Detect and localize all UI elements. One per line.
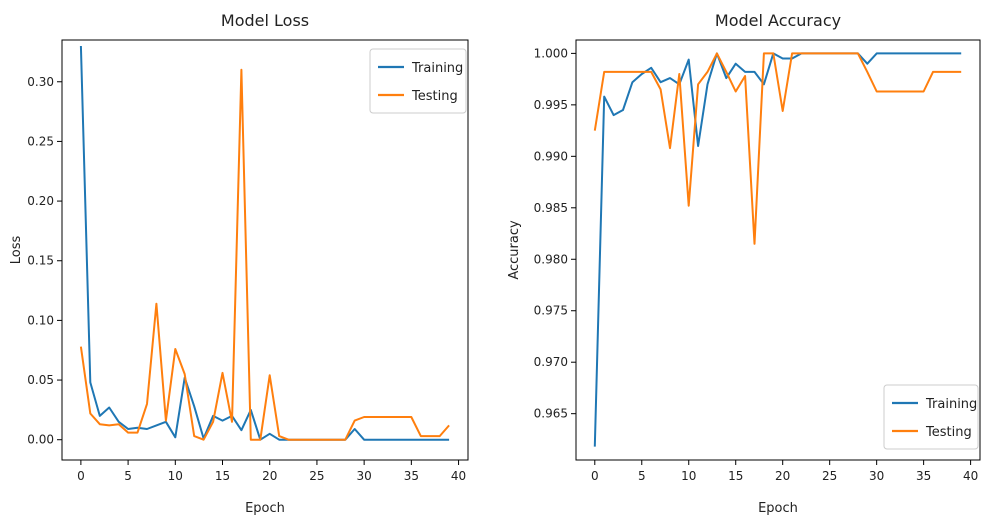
legend-label-testing: Testing [925, 425, 972, 440]
y-axis-label: Loss [9, 236, 24, 265]
y-axis-label: Accuracy [507, 220, 522, 280]
x-tick-label: 0 [77, 469, 85, 483]
x-tick-label: 35 [404, 469, 419, 483]
y-tick-label: 0.970 [534, 355, 568, 369]
series-line-training [79, 45, 450, 441]
x-tick-label: 25 [822, 469, 837, 483]
y-tick-label: 0.965 [534, 407, 568, 421]
y-tick-label: 0.20 [27, 194, 54, 208]
x-tick-label: 25 [309, 469, 324, 483]
x-tick-label: 40 [451, 469, 466, 483]
x-tick-label: 20 [775, 469, 790, 483]
y-tick-label: 0.10 [27, 313, 54, 327]
legend-label-training: Training [925, 397, 977, 412]
y-tick-label: 0.980 [534, 252, 568, 266]
x-axis-label: Epoch [758, 501, 798, 516]
y-tick-label: 0.25 [27, 134, 54, 148]
y-tick-label: 0.975 [534, 304, 568, 318]
x-tick-label: 10 [681, 469, 696, 483]
series-line-training [593, 52, 962, 447]
x-tick-label: 15 [215, 469, 230, 483]
y-tick-label: 0.990 [534, 149, 568, 163]
x-tick-label: 40 [963, 469, 978, 483]
y-tick-label: 0.995 [534, 98, 568, 112]
y-tick-label: 0.05 [27, 373, 54, 387]
x-tick-label: 30 [869, 469, 884, 483]
plot-frame [61, 39, 469, 461]
legend-box [369, 48, 467, 114]
x-tick-label: 35 [916, 469, 931, 483]
chart-title: Model Accuracy [715, 11, 841, 30]
x-tick-label: 5 [124, 469, 132, 483]
y-tick-label: 0.00 [27, 433, 54, 447]
legend-label-training: Training [411, 61, 463, 76]
loss-chart: Model Loss 0 5 10 15 20 25 30 35 40 0.00 0.05 0.10 0.… [9, 11, 469, 516]
y-tick-label: 0.30 [27, 75, 54, 89]
x-tick-label: 10 [168, 469, 183, 483]
x-tick-label: 15 [728, 469, 743, 483]
legend-label-testing: Testing [411, 89, 458, 104]
x-axis-label: Epoch [245, 501, 285, 516]
series-line-testing [79, 68, 450, 441]
legend-box [883, 384, 979, 450]
x-tick-label: 20 [262, 469, 277, 483]
series-line-testing [593, 52, 962, 245]
y-tick-label: 0.985 [534, 201, 568, 215]
chart-title: Model Loss [221, 11, 309, 30]
y-tick-label: 0.15 [27, 254, 54, 268]
accuracy-chart: Model Accuracy 0 5 10 15 20 25 30 35 40 0.965 0.970… [507, 11, 981, 516]
y-tick-label: 1.000 [534, 46, 568, 60]
plot-frame [575, 39, 981, 461]
x-tick-label: 30 [356, 469, 371, 483]
x-tick-label: 0 [591, 469, 599, 483]
x-tick-label: 5 [638, 469, 646, 483]
